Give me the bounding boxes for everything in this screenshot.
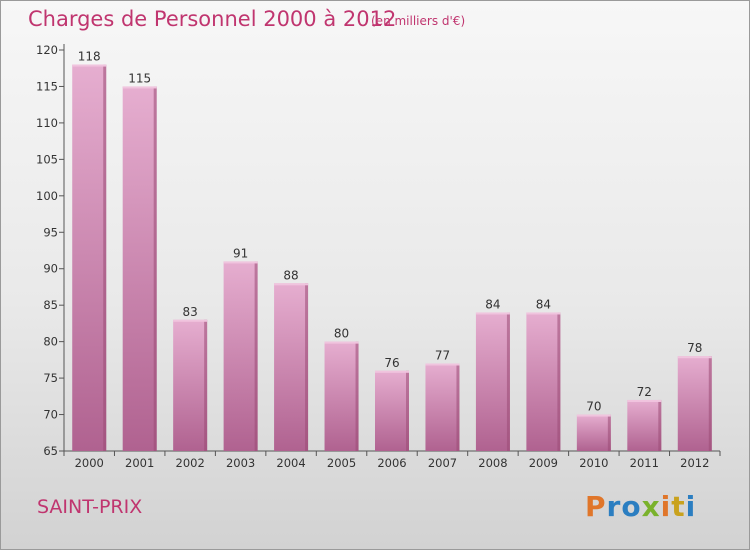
bar-top [576,414,611,417]
bar-edge [355,341,359,451]
x-tick-label: 2002 [176,456,205,470]
x-tick-label: 2007 [428,456,457,470]
bar-edge [658,399,662,451]
x-tick-label: 2005 [327,456,356,470]
x-tick-label: 2011 [630,456,659,470]
y-tick-label: 105 [36,152,58,166]
logo-letter: r [606,490,622,523]
bar-top [677,356,712,359]
logo-letter: P [585,490,607,523]
x-tick-label: 2008 [478,456,507,470]
bar [324,341,359,451]
bar-top [526,312,561,315]
bar-top [425,363,460,366]
bar [173,319,208,451]
x-tick-label: 2009 [529,456,558,470]
bar-top [223,261,258,264]
x-tick-label: 2004 [276,456,305,470]
y-tick-label: 95 [43,225,58,239]
bar-top [324,341,359,344]
bar-edge [708,356,712,451]
x-tick-label: 2003 [226,456,255,470]
bar [576,414,611,451]
bar-top [173,319,208,322]
bar [526,312,561,451]
data-label: 84 [536,297,551,311]
data-label: 83 [183,305,198,319]
bar-top [375,370,409,373]
place-name: SAINT-PRIX [37,496,143,518]
bar-edge [456,363,460,451]
bar-top [475,312,510,315]
bar-edge [153,86,157,452]
data-label: 84 [485,297,500,311]
bar [375,370,409,451]
bar-edge [103,64,107,451]
data-label: 118 [78,50,101,64]
data-label: 115 [128,71,151,85]
y-tick-label: 100 [36,189,58,203]
bar-top [122,86,157,89]
y-tick-label: 115 [36,79,58,93]
x-tick-label: 2012 [680,456,709,470]
bar-top [274,283,309,286]
y-tick-label: 75 [43,371,58,385]
bar-edge [406,370,409,451]
x-tick-label: 2001 [125,456,154,470]
bar [627,399,662,451]
bar-edge [607,414,611,451]
x-tick-label: 2000 [75,456,104,470]
bar [223,261,258,451]
bar [274,283,309,451]
y-tick-label: 110 [36,116,58,130]
data-label: 70 [586,400,601,414]
bar-top [627,399,662,402]
y-tick-label: 85 [43,298,58,312]
chart-data-labels: 118 115 83 91 88 80 76 77 84 84 70 72 78 [78,50,703,414]
data-label: 78 [687,341,702,355]
x-tick-label: 2006 [377,456,406,470]
bar [72,64,107,451]
bar [122,86,157,452]
bar [677,356,712,451]
proxiti-logo: Proxiti [585,490,696,523]
bar [425,363,460,451]
x-tick-label: 2010 [579,456,608,470]
logo-letter: x [641,490,661,523]
y-tick-label: 70 [43,408,58,422]
data-label: 76 [384,356,399,370]
chart-axes: 65 70 75 80 85 90 95 100 105 110 115 120 2000 2001 200… [36,43,721,470]
logo-letter: i [685,490,697,523]
y-tick-label: 120 [36,43,58,57]
chart-bars [72,64,712,452]
data-label: 72 [637,385,652,399]
bar [475,312,510,451]
bar-edge [506,312,510,451]
data-label: 88 [283,268,298,282]
logo-letter: o [621,490,642,523]
y-tick-label: 80 [43,335,58,349]
chart-unit-label: (en milliers d'€) [371,14,466,28]
bar-edge [204,319,208,451]
bar-edge [254,261,258,451]
data-label: 80 [334,327,349,341]
chart-title: Charges de Personnel 2000 à 2012 [28,7,397,31]
y-tick-label: 90 [43,262,58,276]
bar-edge [557,312,561,451]
data-label: 91 [233,246,248,260]
bar-top [72,64,107,67]
logo-letter: i [660,490,672,523]
logo-letter: t [671,490,686,523]
bar-edge [305,283,309,451]
y-tick-label: 65 [43,444,58,458]
data-label: 77 [435,349,450,363]
